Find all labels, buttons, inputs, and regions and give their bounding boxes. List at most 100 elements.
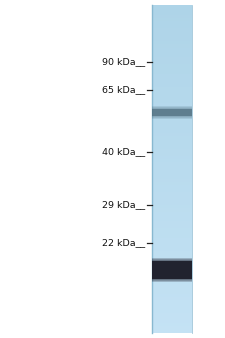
Bar: [152, 163, 192, 166]
Bar: [152, 126, 192, 130]
Bar: [152, 169, 192, 172]
Bar: [152, 156, 192, 159]
Bar: [152, 198, 192, 202]
Bar: [152, 11, 192, 15]
Bar: [152, 136, 192, 140]
Bar: [152, 254, 192, 258]
Bar: [152, 107, 192, 110]
Bar: [152, 261, 192, 264]
Bar: [152, 307, 192, 310]
Bar: [152, 304, 192, 307]
Bar: [152, 313, 192, 317]
Bar: [152, 258, 192, 282]
Bar: [152, 159, 192, 163]
Bar: [152, 61, 192, 64]
Bar: [152, 228, 192, 231]
Bar: [152, 31, 192, 34]
Bar: [152, 244, 192, 248]
Bar: [152, 323, 192, 327]
Bar: [152, 175, 192, 179]
Bar: [152, 143, 192, 146]
Bar: [152, 264, 192, 267]
Bar: [152, 281, 192, 284]
Bar: [152, 290, 192, 294]
Bar: [152, 21, 192, 25]
Text: 65 kDa__: 65 kDa__: [102, 86, 145, 95]
Bar: [152, 107, 192, 117]
Bar: [152, 248, 192, 251]
Bar: [152, 80, 192, 84]
Bar: [152, 221, 192, 225]
Bar: [152, 192, 192, 195]
Bar: [152, 51, 192, 54]
Text: 22 kDa__: 22 kDa__: [102, 239, 145, 247]
Bar: [152, 67, 192, 71]
Bar: [152, 110, 192, 113]
Bar: [152, 259, 192, 281]
Bar: [152, 100, 192, 103]
Bar: [152, 218, 192, 221]
Bar: [152, 84, 192, 87]
Bar: [152, 38, 192, 41]
Bar: [152, 274, 192, 277]
Bar: [152, 5, 192, 8]
Bar: [152, 182, 192, 186]
Bar: [152, 320, 192, 323]
Bar: [152, 94, 192, 97]
Bar: [152, 74, 192, 77]
Bar: [152, 113, 192, 117]
Bar: [152, 25, 192, 28]
Bar: [152, 208, 192, 212]
Bar: [152, 48, 192, 51]
Bar: [152, 34, 192, 38]
Bar: [152, 189, 192, 192]
Bar: [152, 186, 192, 189]
Bar: [152, 71, 192, 74]
Bar: [152, 149, 192, 152]
Bar: [152, 261, 192, 279]
Bar: [152, 212, 192, 215]
Bar: [152, 277, 192, 281]
Bar: [152, 225, 192, 228]
Bar: [152, 284, 192, 287]
Bar: [152, 54, 192, 57]
Bar: [152, 202, 192, 205]
Bar: [152, 205, 192, 208]
Bar: [152, 130, 192, 133]
Bar: [152, 238, 192, 241]
Bar: [152, 195, 192, 198]
Bar: [152, 215, 192, 218]
Bar: [152, 172, 192, 175]
Bar: [152, 108, 192, 116]
Bar: [152, 251, 192, 254]
Bar: [152, 231, 192, 235]
Bar: [152, 166, 192, 169]
Bar: [152, 271, 192, 274]
Bar: [152, 327, 192, 330]
Text: 90 kDa__: 90 kDa__: [102, 57, 145, 67]
Bar: [152, 117, 192, 120]
Bar: [152, 297, 192, 300]
Bar: [152, 106, 192, 118]
Bar: [152, 123, 192, 126]
Bar: [152, 330, 192, 333]
Bar: [152, 133, 192, 136]
Bar: [152, 97, 192, 100]
Bar: [152, 18, 192, 21]
Bar: [152, 140, 192, 143]
Bar: [152, 105, 192, 119]
Bar: [152, 300, 192, 304]
Bar: [152, 15, 192, 18]
Bar: [152, 44, 192, 48]
Bar: [152, 64, 192, 67]
Bar: [152, 146, 192, 149]
Bar: [152, 41, 192, 44]
Bar: [152, 258, 192, 261]
Bar: [152, 90, 192, 94]
Bar: [152, 57, 192, 61]
Bar: [152, 87, 192, 90]
Bar: [152, 260, 192, 280]
Bar: [152, 103, 192, 107]
Bar: [152, 317, 192, 320]
Bar: [152, 235, 192, 238]
